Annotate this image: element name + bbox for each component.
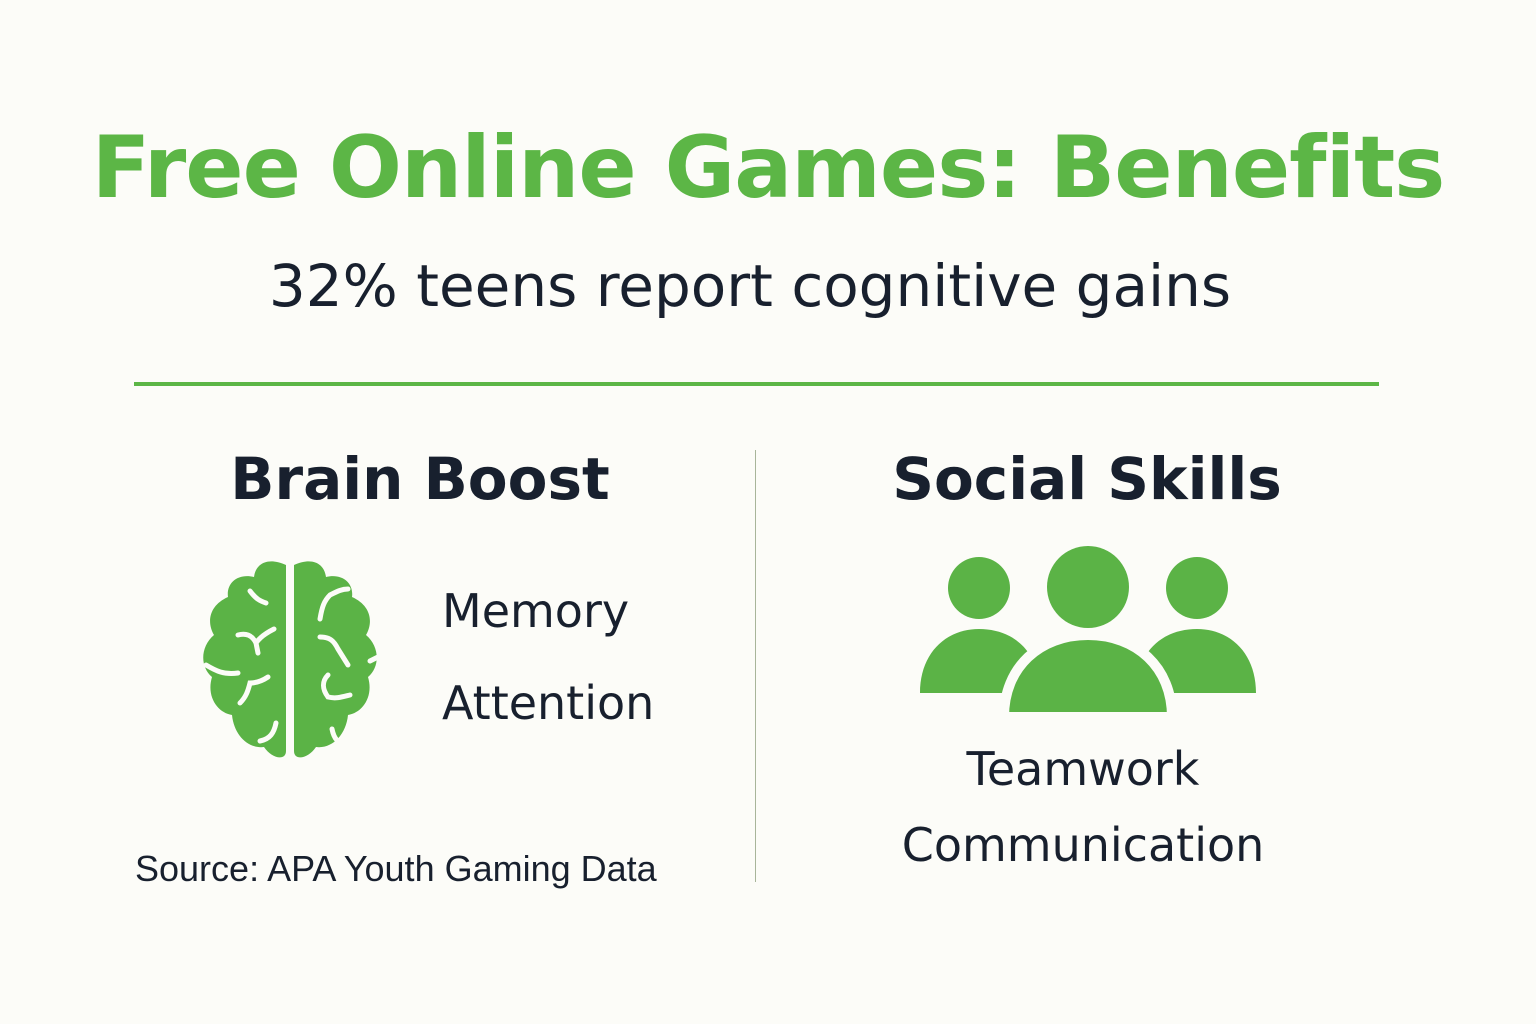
benefit-attention: Attention — [442, 676, 655, 730]
horizontal-divider — [134, 382, 1379, 386]
source-note: Source: APA Youth Gaming Data — [135, 848, 657, 889]
benefit-memory: Memory — [442, 584, 630, 638]
brain-boost-heading: Brain Boost — [230, 445, 610, 513]
benefit-teamwork: Teamwork — [966, 742, 1200, 796]
brain-icon — [198, 557, 382, 767]
subtitle: 32% teens report cognitive gains — [268, 252, 1232, 320]
benefit-communication: Communication — [901, 818, 1265, 872]
social-skills-heading: Social Skills — [892, 445, 1282, 513]
people-group-icon — [916, 545, 1260, 722]
page-title: Free Online Games: Benefits — [91, 118, 1446, 218]
vertical-divider — [755, 450, 756, 882]
